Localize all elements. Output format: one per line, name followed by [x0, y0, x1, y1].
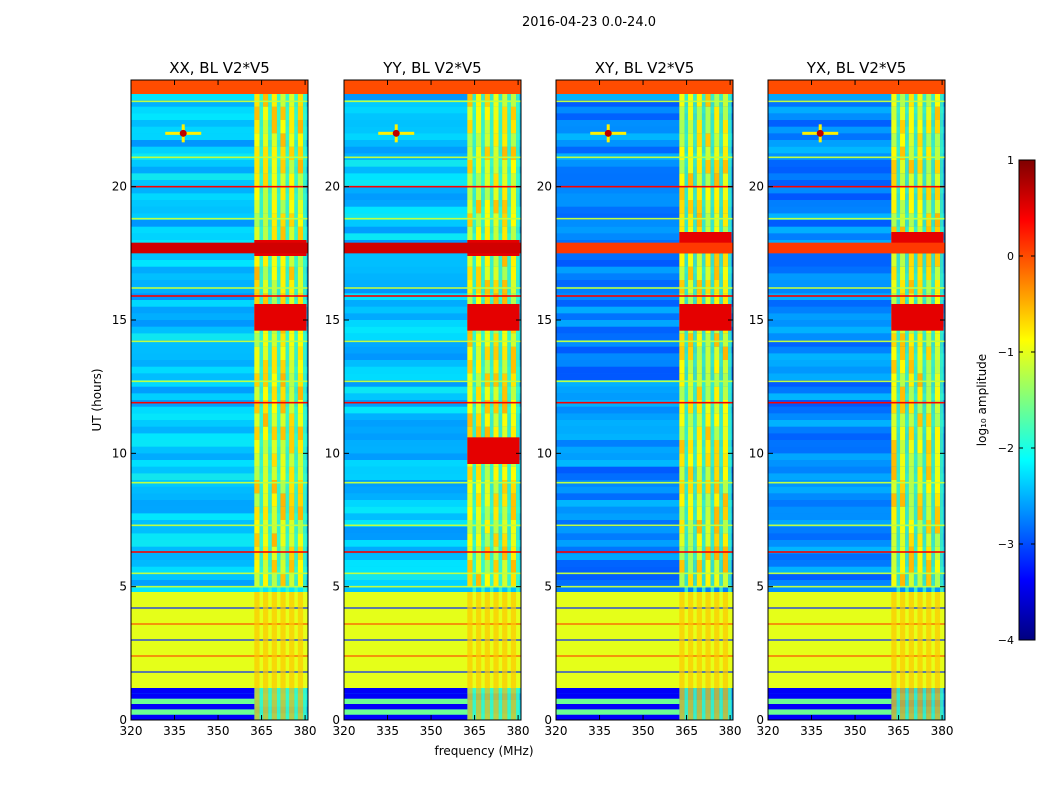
panel-frame — [130, 79, 309, 721]
x-axis-label: frequency (MHz) — [434, 744, 533, 758]
y-tick-label: 5 — [544, 580, 552, 594]
figure-title: 2016-04-23 0.0-24.0 — [522, 15, 656, 30]
x-tick-label: 365 — [887, 724, 910, 738]
heatmap-image — [768, 80, 945, 720]
x-tick-label: 320 — [333, 724, 356, 738]
x-tick-label: 350 — [420, 724, 443, 738]
x-tick-label: 335 — [800, 724, 823, 738]
y-tick-label: 10 — [749, 446, 764, 460]
colorbar-tick-label: 1 — [1007, 154, 1014, 167]
x-tick-label: 380 — [294, 724, 317, 738]
x-tick-label: 350 — [844, 724, 867, 738]
x-tick-label: 350 — [632, 724, 655, 738]
x-tick-label: 320 — [757, 724, 780, 738]
panel-4: YX, BL V2*V5 320 335 350 365 380 0 5 10 15 20 — [749, 59, 954, 738]
panel-frame — [555, 79, 734, 721]
x-tick-label: 320 — [545, 724, 568, 738]
y-tick-label: 20 — [112, 180, 127, 194]
y-tick-label: 5 — [756, 580, 764, 594]
y-tick-label: 0 — [756, 713, 764, 727]
colorbar-tick-label: −2 — [998, 442, 1014, 455]
heatmap-image — [556, 80, 733, 720]
x-tick-label: 380 — [931, 724, 954, 738]
colorbar-tick-label: 0 — [1007, 250, 1014, 263]
colorbar: 1 0 −1 −2 −3 −4 — [998, 154, 1036, 647]
panel-title: XX, BL V2*V5 — [169, 59, 270, 77]
x-tick-label: 365 — [463, 724, 486, 738]
y-tick-label: 20 — [537, 180, 552, 194]
x-tick-label: 335 — [588, 724, 611, 738]
x-tick-label: 335 — [376, 724, 399, 738]
x-tick-label: 380 — [719, 724, 742, 738]
y-tick-label: 20 — [325, 180, 340, 194]
panel-3: XY, BL V2*V5 320 335 350 365 380 0 5 10 15 20 — [537, 59, 742, 738]
panel-title: YY, BL V2*V5 — [382, 59, 481, 77]
x-tick-label: 365 — [250, 724, 273, 738]
heatmap-image — [344, 80, 521, 720]
x-tick-label: 380 — [507, 724, 530, 738]
x-tick-label: 335 — [163, 724, 186, 738]
y-tick-label: 0 — [119, 713, 127, 727]
y-tick-label: 15 — [749, 313, 764, 327]
y-tick-label: 10 — [537, 446, 552, 460]
colorbar-gradient — [1018, 159, 1036, 641]
y-tick-label: 0 — [544, 713, 552, 727]
x-tick-label: 365 — [675, 724, 698, 738]
colorbar-label: log₁₀ amplitude — [975, 354, 989, 446]
panel-title: XY, BL V2*V5 — [595, 59, 695, 77]
y-tick-label: 0 — [332, 713, 340, 727]
y-tick-label: 20 — [749, 180, 764, 194]
colorbar-tick-label: −3 — [998, 538, 1014, 551]
y-tick-label: 10 — [112, 446, 127, 460]
y-tick-label: 5 — [332, 580, 340, 594]
panel-1: XX, BL V2*V5 320 335 350 365 380 0 5 10 15 20 — [112, 59, 317, 738]
colorbar-tick-label: −1 — [998, 346, 1014, 359]
y-tick-label: 15 — [325, 313, 340, 327]
y-tick-label: 15 — [112, 313, 127, 327]
y-tick-label: 10 — [325, 446, 340, 460]
x-tick-label: 350 — [207, 724, 230, 738]
panel-title: YX, BL V2*V5 — [806, 59, 907, 77]
x-tick-label: 320 — [120, 724, 143, 738]
y-tick-label: 5 — [119, 580, 127, 594]
panel-frame — [343, 79, 522, 721]
heatmap-image — [131, 80, 308, 720]
y-axis-label: UT (hours) — [90, 368, 104, 431]
panel-frame — [767, 79, 946, 721]
panel-2: YY, BL V2*V5 320 335 350 365 380 0 5 10 15 20 — [325, 59, 530, 738]
colorbar-tick-label: −4 — [998, 634, 1014, 647]
y-tick-label: 15 — [537, 313, 552, 327]
